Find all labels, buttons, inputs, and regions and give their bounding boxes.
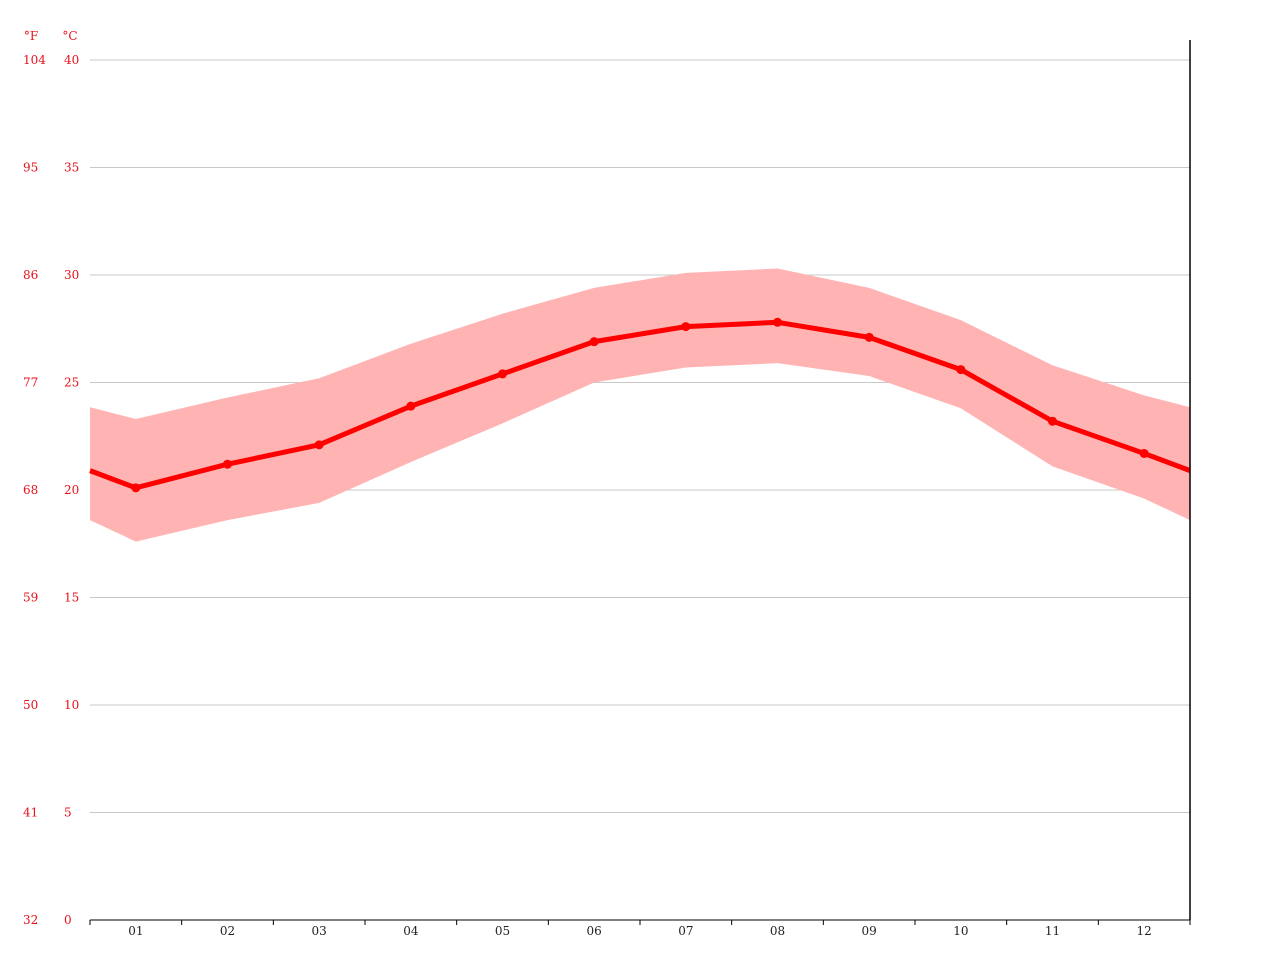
data-point	[1048, 416, 1057, 426]
x-tick-label: 01	[128, 924, 143, 938]
data-point	[223, 459, 232, 469]
data-point	[864, 332, 874, 342]
y-tick-label-celsius: 35	[64, 161, 79, 175]
temperature-range-band	[90, 268, 1190, 542]
fahrenheit-unit-label: °F	[24, 29, 38, 43]
x-tick-label: 12	[1137, 924, 1152, 938]
y-tick-label-fahrenheit: 50	[23, 698, 38, 712]
y-tick-label-fahrenheit: 86	[23, 268, 38, 282]
x-tick-label: 09	[862, 924, 877, 938]
data-point	[498, 369, 507, 379]
x-tick-label: 03	[312, 924, 327, 938]
x-tick-label: 07	[678, 924, 693, 938]
x-tick-label: 04	[403, 924, 419, 938]
y-tick-label-celsius: 0	[64, 913, 72, 927]
y-tick-label-celsius: 10	[64, 698, 79, 712]
y-tick-label-celsius: 25	[64, 376, 79, 390]
y-tick-label-celsius: 5	[64, 806, 72, 820]
x-tick-label: 05	[495, 924, 510, 938]
celsius-unit-label: °C	[62, 29, 77, 43]
data-point	[773, 317, 782, 327]
axis-labels: °F °C 0 32 5 41 10 50 15 59 20 68 25 77 30 86 35 95 40 10…	[23, 29, 1152, 938]
axes	[89, 40, 1191, 925]
data-point	[314, 440, 324, 450]
mean-temperature-line	[89, 317, 1191, 493]
y-tick-label-fahrenheit: 104	[23, 53, 46, 67]
data-point	[589, 337, 599, 347]
y-tick-label-fahrenheit: 41	[23, 806, 38, 820]
y-tick-label-celsius: 30	[64, 268, 79, 282]
data-point	[406, 401, 416, 411]
range-band-area	[90, 268, 1190, 542]
y-tick-label-fahrenheit: 32	[23, 913, 38, 927]
y-tick-label-celsius: 20	[64, 483, 79, 497]
y-tick-label-fahrenheit: 59	[23, 591, 38, 605]
y-tick-label-fahrenheit: 68	[23, 483, 38, 497]
data-point	[681, 322, 691, 332]
data-point	[956, 365, 966, 375]
y-tick-label-celsius: 15	[64, 591, 79, 605]
y-tick-label-fahrenheit: 95	[23, 161, 38, 175]
data-point	[131, 483, 141, 493]
y-tick-label-celsius: 40	[64, 53, 79, 67]
data-point	[1139, 448, 1149, 458]
mean-line-path	[89, 319, 1191, 491]
x-tick-label: 08	[770, 924, 785, 938]
y-tick-label-fahrenheit: 77	[23, 376, 38, 390]
x-tick-label: 11	[1045, 924, 1060, 938]
x-tick-label: 02	[220, 924, 235, 938]
x-tick-label: 10	[953, 924, 968, 938]
x-tick-label: 06	[587, 924, 602, 938]
